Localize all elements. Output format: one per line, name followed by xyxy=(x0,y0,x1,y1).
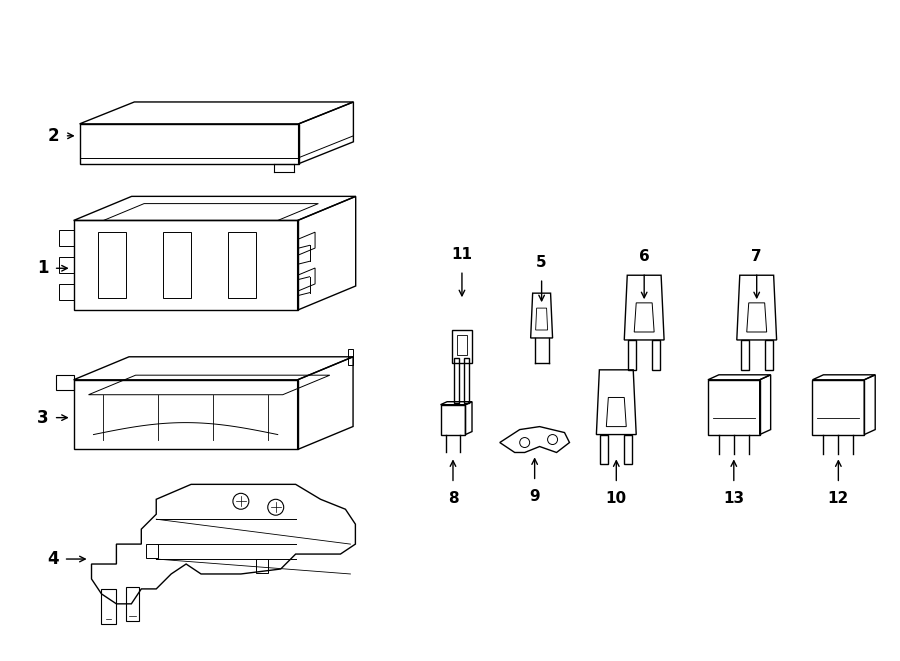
Text: 1: 1 xyxy=(37,259,49,277)
Text: 13: 13 xyxy=(724,491,744,506)
Text: 8: 8 xyxy=(447,491,458,506)
Text: 11: 11 xyxy=(452,247,472,262)
Text: 2: 2 xyxy=(48,127,59,145)
Text: 10: 10 xyxy=(606,491,627,506)
Text: 3: 3 xyxy=(37,408,49,426)
Text: 4: 4 xyxy=(47,550,58,568)
Text: 7: 7 xyxy=(752,249,762,264)
Text: 5: 5 xyxy=(536,255,547,270)
Text: 12: 12 xyxy=(828,491,849,506)
Text: 9: 9 xyxy=(529,489,540,504)
Text: 6: 6 xyxy=(639,249,650,264)
